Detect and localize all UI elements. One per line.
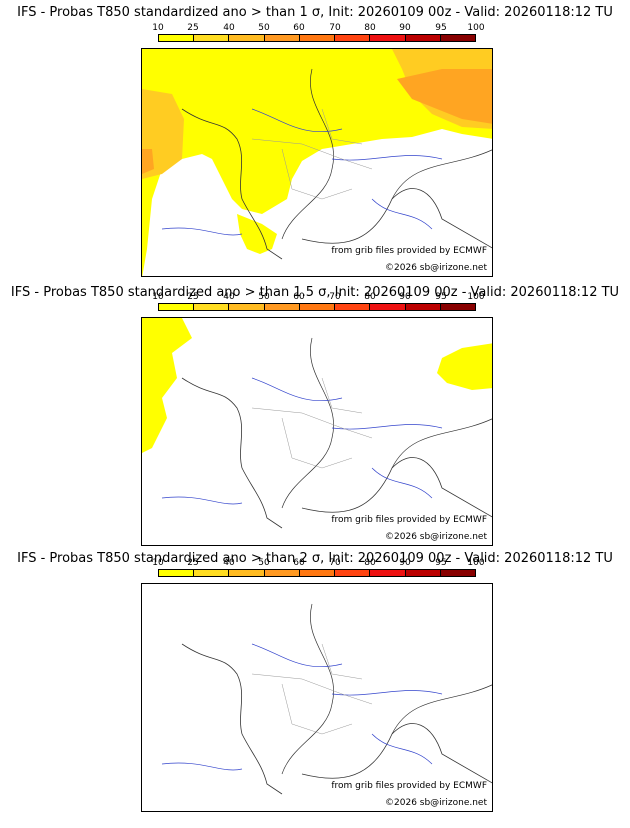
colorbar-tick: 70 — [329, 292, 341, 302]
panel-title: IFS - Probas T850 standardized ano > tha… — [17, 5, 613, 20]
colorbar-tick: 90 — [399, 23, 411, 33]
map-svg — [142, 49, 492, 276]
probability-area-south — [237, 214, 277, 254]
colorbar-tick: 70 — [329, 558, 341, 568]
river-lines — [161, 377, 443, 505]
coastline — [181, 643, 492, 795]
colorbar — [158, 303, 476, 311]
colorbar-tick: 25 — [187, 292, 199, 302]
credit-copyright: ©2026 sb@irizone.net — [385, 532, 487, 542]
colorbar-tick: 60 — [293, 292, 305, 302]
colorbar-segment — [264, 570, 300, 576]
credit-source: from grib files provided by ECMWF — [331, 246, 487, 256]
probability-area-west-high — [142, 149, 154, 174]
credit-copyright: ©2026 sb@irizone.net — [385, 263, 487, 273]
colorbar-segment — [440, 304, 475, 310]
credit-source: from grib files provided by ECMWF — [331, 781, 487, 791]
colorbar-tick: 80 — [364, 292, 376, 302]
colorbar-segment — [264, 35, 300, 41]
probability-area — [142, 49, 492, 276]
credit-copyright: ©2026 sb@irizone.net — [385, 798, 487, 808]
colorbar-tick: 10 — [152, 23, 164, 33]
panel-title: IFS - Probas T850 standardized ano > tha… — [17, 551, 613, 566]
colorbar-tick: 100 — [467, 558, 485, 568]
colorbar-tick: 25 — [187, 558, 199, 568]
colorbar-segment — [194, 304, 230, 310]
colorbar-segment — [264, 304, 300, 310]
colorbar-segment — [299, 570, 336, 576]
colorbar-tick: 50 — [258, 558, 270, 568]
colorbar-segment — [159, 304, 195, 310]
colorbar-tick: 25 — [187, 23, 199, 33]
region-borders — [251, 643, 373, 735]
colorbar-segment — [405, 304, 441, 310]
colorbar-segment — [370, 35, 406, 41]
colorbar-segment — [405, 570, 441, 576]
country-border — [281, 68, 492, 240]
colorbar-segment — [194, 570, 230, 576]
coastline — [181, 377, 492, 529]
colorbar-segment — [194, 35, 230, 41]
colorbar-tick: 10 — [152, 558, 164, 568]
map-svg — [161, 603, 492, 795]
colorbar-tick: 80 — [364, 23, 376, 33]
colorbar — [158, 569, 476, 577]
colorbar-segment — [229, 570, 265, 576]
colorbar-tick: 95 — [435, 23, 447, 33]
probability-area-high — [397, 69, 492, 124]
colorbar-tick: 95 — [435, 558, 447, 568]
colorbar-tick: 10 — [152, 292, 164, 302]
colorbar-segment — [159, 570, 195, 576]
panel-title: IFS - Probas T850 standardized ano > tha… — [10, 285, 620, 300]
region-borders — [251, 377, 373, 469]
river-lines — [161, 108, 443, 236]
colorbar-labels: 10 25 40 50 60 70 80 90 95 100 — [152, 292, 484, 303]
probability-map: from grib files provided by ECMWF ©2026 … — [141, 317, 493, 546]
colorbar-segment — [229, 304, 265, 310]
colorbar-tick: 40 — [223, 558, 235, 568]
colorbar-tick: 70 — [329, 23, 341, 33]
country-border — [281, 337, 492, 509]
colorbar-tick: 60 — [293, 23, 305, 33]
colorbar-segment — [299, 304, 336, 310]
country-border — [281, 603, 492, 775]
colorbar-tick: 50 — [258, 292, 270, 302]
colorbar-tick: 40 — [223, 292, 235, 302]
colorbar-segment — [370, 304, 406, 310]
colorbar-tick: 95 — [435, 292, 447, 302]
colorbar-labels: 10 25 40 50 60 70 80 90 95 100 — [152, 23, 484, 34]
probability-area-east — [437, 343, 492, 390]
region-borders — [251, 108, 373, 200]
colorbar-segment — [440, 35, 475, 41]
colorbar-labels: 10 25 40 50 60 70 80 90 95 100 — [152, 558, 484, 569]
river-lines — [161, 643, 443, 771]
colorbar-segment — [335, 35, 371, 41]
colorbar-segment — [405, 35, 441, 41]
map-svg — [142, 318, 492, 529]
credit-source: from grib files provided by ECMWF — [331, 515, 487, 525]
colorbar-tick: 90 — [399, 558, 411, 568]
colorbar-segment — [335, 570, 371, 576]
colorbar-tick: 50 — [258, 23, 270, 33]
colorbar — [158, 34, 476, 42]
colorbar-tick: 40 — [223, 23, 235, 33]
colorbar-segment — [335, 304, 371, 310]
probability-map: from grib files provided by ECMWF ©2026 … — [141, 583, 493, 812]
colorbar-tick: 90 — [399, 292, 411, 302]
probability-area-west — [142, 318, 192, 453]
colorbar-segment — [370, 570, 406, 576]
colorbar-segment — [299, 35, 336, 41]
probability-map: from grib files provided by ECMWF ©2026 … — [141, 48, 493, 277]
colorbar-tick: 100 — [467, 23, 485, 33]
colorbar-segment — [159, 35, 195, 41]
colorbar-tick: 100 — [467, 292, 485, 302]
colorbar-tick: 60 — [293, 558, 305, 568]
colorbar-segment — [229, 35, 265, 41]
colorbar-tick: 80 — [364, 558, 376, 568]
colorbar-segment — [440, 570, 475, 576]
